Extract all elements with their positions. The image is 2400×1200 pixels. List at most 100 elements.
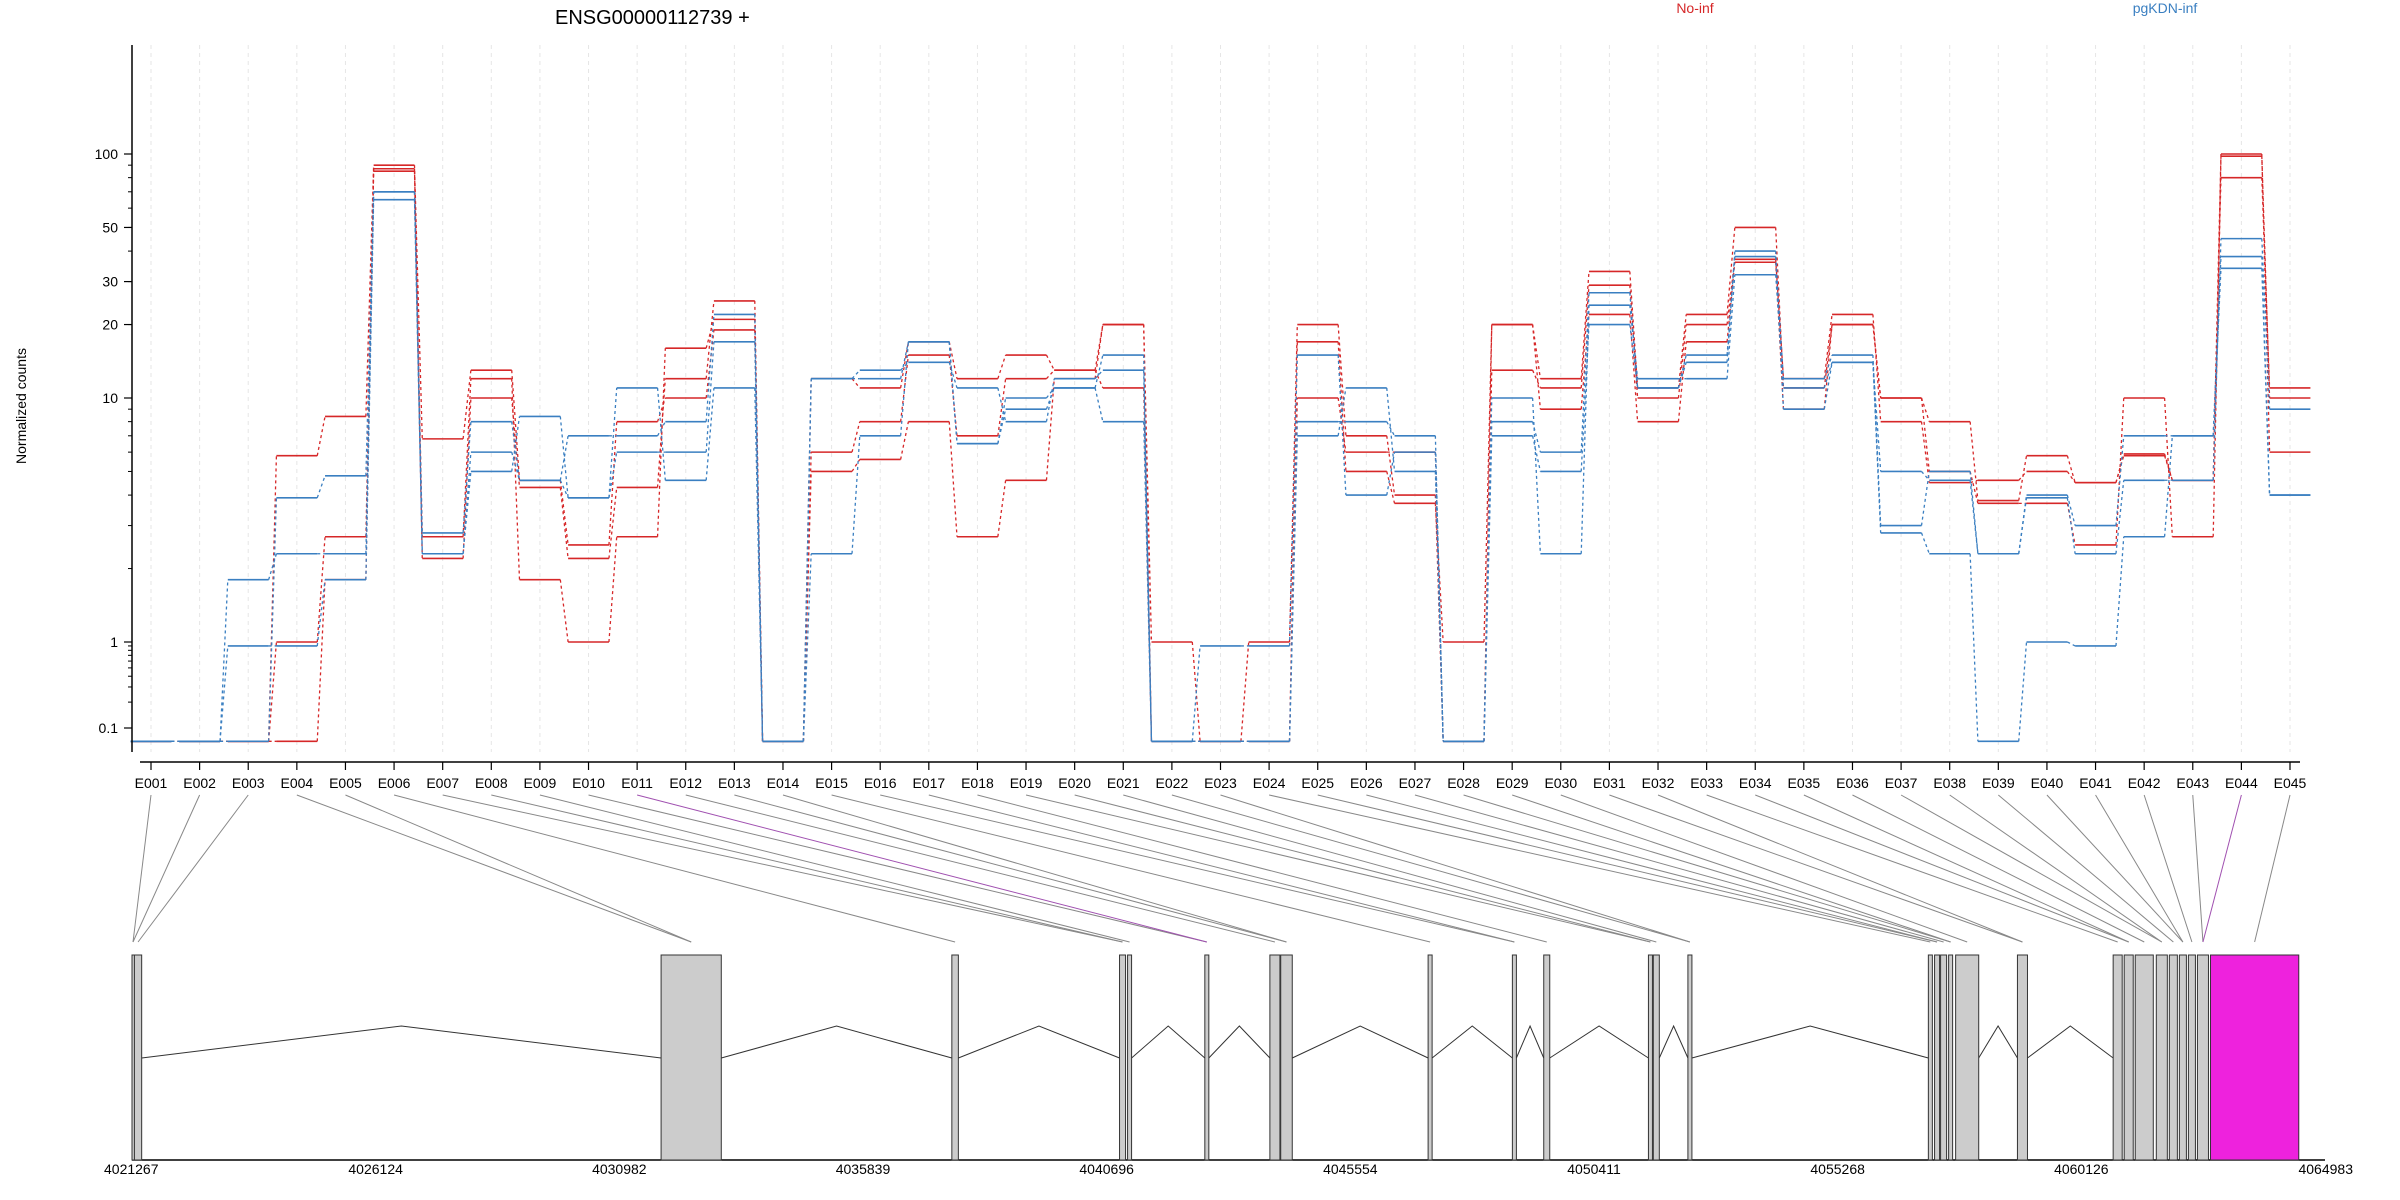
step-e037 <box>1920 397 1930 422</box>
connector-e009 <box>539 794 1130 943</box>
legend-item-pgkdn-inf: pgKDN-inf <box>2133 0 2198 16</box>
y-axis-label: Normalized counts <box>13 348 29 464</box>
exon-box <box>951 954 959 1161</box>
step-e042 <box>2163 435 2174 537</box>
step-e029 <box>1531 397 1542 554</box>
connector-e011 <box>637 794 1207 943</box>
step-e006 <box>413 191 423 533</box>
connector-e004 <box>296 794 692 943</box>
step-e016 <box>899 341 910 389</box>
step-e018 <box>997 397 1007 444</box>
series-pgkdn-inf-2 <box>130 190 2311 743</box>
step-e026 <box>1386 435 1396 496</box>
exon-box <box>1511 954 1517 1161</box>
step-e040 <box>2066 455 2076 483</box>
exon-box <box>2196 954 2209 1161</box>
exon-box <box>1280 954 1293 1161</box>
x-tick-label: E017 <box>912 775 945 791</box>
y-tick-label: 0.1 <box>99 720 119 736</box>
step-e010 <box>608 487 618 559</box>
step-e003 <box>267 641 278 742</box>
connector-e042 <box>2143 794 2193 943</box>
step-e008 <box>511 378 521 580</box>
step-e011 <box>656 348 666 537</box>
connector-e010 <box>588 794 1207 943</box>
x-tick-label: E018 <box>961 775 994 791</box>
exon-box <box>2123 954 2134 1161</box>
connector-e008 <box>491 794 1123 943</box>
genome-coordinate-label: 4030982 <box>592 1161 647 1177</box>
step-e008 <box>511 397 521 488</box>
intron-line <box>1292 1025 1429 1059</box>
step-e026 <box>1386 421 1396 437</box>
genome-coordinate-label: 4060126 <box>2054 1161 2109 1177</box>
intron-line <box>721 1025 952 1059</box>
step-e037 <box>1920 397 1930 472</box>
step-e042 <box>2163 453 2173 481</box>
step-e040 <box>2066 497 2076 554</box>
genome-coordinate-label: 4021267 <box>104 1161 159 1177</box>
step-e038 <box>1969 421 1979 501</box>
genome-coordinate-label: 4050411 <box>1567 1161 1621 1177</box>
intron-line <box>141 1025 662 1059</box>
step-e009 <box>559 416 569 498</box>
x-tick-label: E026 <box>1350 775 1383 791</box>
x-tick-label: E034 <box>1739 775 1772 791</box>
step-e029 <box>1531 324 1542 379</box>
step-e008 <box>511 421 521 481</box>
step-e039 <box>2018 497 2028 554</box>
step-e021 <box>1143 421 1153 742</box>
connector-e026 <box>1366 794 1938 943</box>
step-e035 <box>1823 324 1833 388</box>
x-tick-label: E020 <box>1058 775 1091 791</box>
step-e035 <box>1823 362 1833 410</box>
step-e012 <box>705 300 715 379</box>
connector-e003 <box>137 794 249 943</box>
step-e038 <box>1969 480 1979 554</box>
x-tick-label: E009 <box>524 775 557 791</box>
connector-e034 <box>1755 794 2129 943</box>
step-e032 <box>1677 314 1687 388</box>
step-e030 <box>1580 305 1590 554</box>
step-e002 <box>219 579 229 742</box>
step-e028 <box>1483 324 1493 643</box>
step-e004 <box>316 475 326 498</box>
exon-box <box>1119 954 1127 1161</box>
step-e034 <box>1775 259 1785 379</box>
exon-box <box>2187 954 2196 1161</box>
exon-box <box>2112 954 2123 1161</box>
step-e008 <box>511 370 521 481</box>
intron-line <box>1208 1025 1271 1059</box>
exon-box <box>2134 954 2154 1161</box>
step-e013 <box>754 341 764 742</box>
step-e038 <box>1969 553 1979 742</box>
step-e007 <box>462 452 472 554</box>
step-e035 <box>1823 362 1833 389</box>
step-e030 <box>1580 292 1590 453</box>
step-e006 <box>413 171 423 559</box>
step-e031 <box>1629 292 1639 388</box>
x-tick-label: E021 <box>1107 775 1140 791</box>
step-e027 <box>1434 452 1444 742</box>
step-e009 <box>559 480 569 545</box>
step-e004 <box>316 579 326 647</box>
x-tick-label: E028 <box>1447 775 1480 791</box>
x-tick-label: E033 <box>1690 775 1723 791</box>
step-e015 <box>851 459 861 472</box>
step-e017 <box>948 341 958 444</box>
connector-e006 <box>393 794 956 943</box>
x-tick-label: E007 <box>426 775 459 791</box>
exon-box <box>1955 954 1980 1161</box>
step-e017 <box>948 341 958 379</box>
step-e035 <box>1823 354 1833 379</box>
step-e036 <box>1872 362 1882 472</box>
connector-e040 <box>2046 794 2184 943</box>
x-tick-label: E002 <box>183 775 216 791</box>
step-e042 <box>2163 397 2174 537</box>
chart-title: ENSG00000112739 + <box>555 7 750 29</box>
x-tick-label: E022 <box>1156 775 1189 791</box>
exon-box <box>1127 954 1133 1161</box>
step-e040 <box>2067 641 2076 647</box>
x-tick-label: E041 <box>2079 775 2112 791</box>
x-tick-label: E015 <box>815 775 848 791</box>
